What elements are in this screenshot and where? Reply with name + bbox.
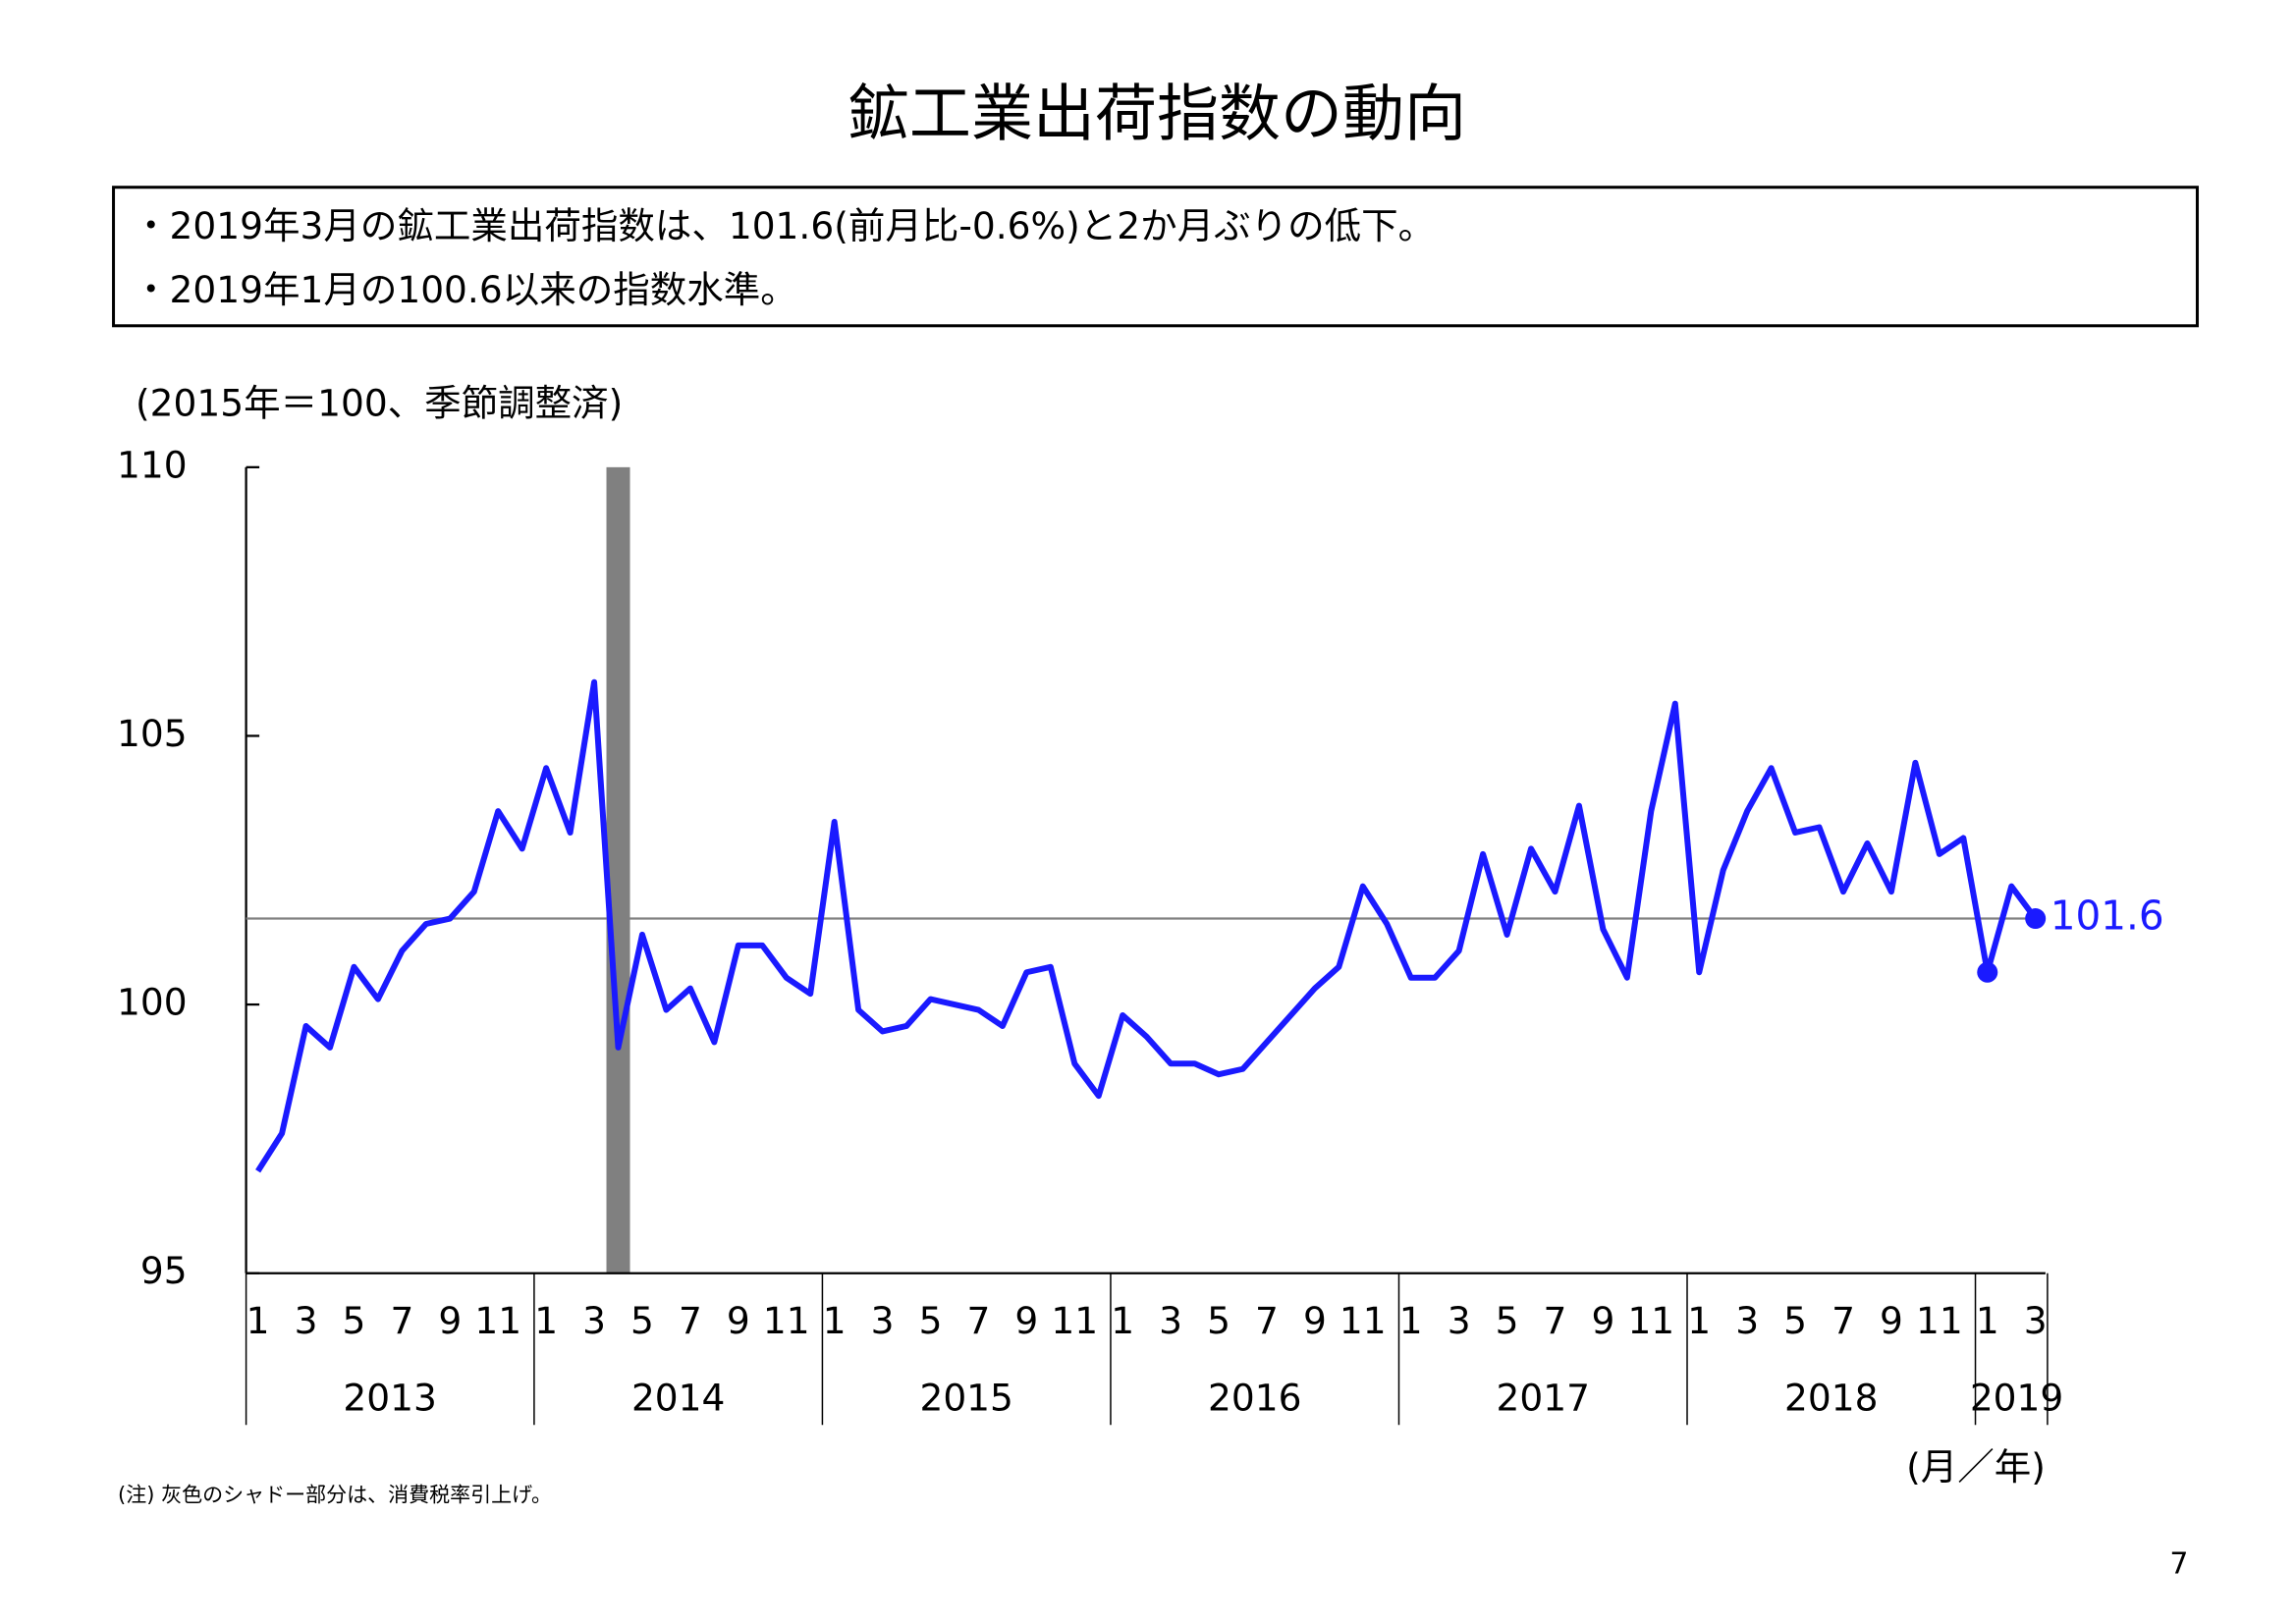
year-label: 2014: [631, 1376, 725, 1419]
x-tick-label: 7: [390, 1299, 413, 1342]
x-tick-label: 3: [1448, 1299, 1471, 1342]
x-tick-label: 1: [1687, 1299, 1711, 1342]
x-tick-label: 5: [1207, 1299, 1230, 1342]
y-tick-label: 95: [140, 1249, 188, 1292]
x-tick-label: 7: [1544, 1299, 1567, 1342]
page-number: 7: [2169, 1546, 2188, 1581]
x-tick-label: 9: [1303, 1299, 1327, 1342]
point-marker: [1977, 961, 1998, 983]
y-tick-label: 105: [117, 712, 188, 755]
data-label: 101.6: [2050, 893, 2164, 940]
x-tick-label: 9: [1880, 1299, 1903, 1342]
x-tick-label: 3: [1159, 1299, 1182, 1342]
x-tick-label: 5: [1496, 1299, 1519, 1342]
x-axis-label: (月／年): [1906, 1445, 2046, 1489]
year-label: 2015: [919, 1376, 1012, 1419]
chart-title: 鉱工業出荷指数の動向: [847, 78, 1466, 149]
x-tick-label: 5: [630, 1299, 654, 1342]
x-tick-label: 7: [679, 1299, 702, 1342]
x-tick-label: 1: [246, 1299, 270, 1342]
footnote: (注) 灰色のシャドー部分は、消費税率引上げ。: [118, 1483, 552, 1506]
x-tick-label: 9: [1014, 1299, 1038, 1342]
x-tick-label: 11: [1339, 1299, 1387, 1342]
x-tick-label: 1: [823, 1299, 847, 1342]
data-line: [255, 678, 2039, 1173]
y-tick-label: 110: [117, 443, 188, 486]
year-label: 2019: [1970, 1376, 2063, 1419]
year-label: 2013: [343, 1376, 436, 1419]
year-label: 2016: [1208, 1376, 1301, 1419]
year-label: 2018: [1784, 1376, 1878, 1419]
x-tick-label: 1: [1976, 1299, 1999, 1342]
x-tick-label: 1: [1399, 1299, 1423, 1342]
x-tick-label: 11: [1916, 1299, 1963, 1342]
x-tick-label: 5: [1783, 1299, 1807, 1342]
x-tick-label: 9: [438, 1299, 462, 1342]
x-tick-label: 9: [727, 1299, 750, 1342]
y-tick-label: 100: [117, 981, 188, 1024]
x-tick-label: 3: [2024, 1299, 2048, 1342]
x-tick-label: 9: [1591, 1299, 1614, 1342]
x-tick-label: 11: [1627, 1299, 1674, 1342]
notes-box: [112, 186, 2199, 328]
x-tick-label: 3: [1735, 1299, 1759, 1342]
x-tick-label: 3: [871, 1299, 895, 1342]
year-label: 2017: [1497, 1376, 1590, 1419]
x-tick-label: 1: [534, 1299, 558, 1342]
x-tick-label: 7: [1831, 1299, 1855, 1342]
x-tick-label: 11: [474, 1299, 521, 1342]
x-tick-label: 1: [1111, 1299, 1134, 1342]
x-tick-label: 7: [966, 1299, 990, 1342]
point-marker: [2025, 908, 2047, 930]
x-tick-label: 7: [1255, 1299, 1279, 1342]
x-tick-label: 3: [295, 1299, 318, 1342]
x-tick-label: 11: [763, 1299, 810, 1342]
shade: [606, 466, 630, 1273]
x-tick-label: 3: [582, 1299, 606, 1342]
y-axis-label: (2015年＝100、季節調整済): [136, 381, 623, 424]
note: ・2019年1月の100.6以来の指数水準。: [133, 268, 797, 311]
note: ・2019年3月の鉱工業出荷指数は、101.6(前月比-0.6%)と2か月ぶりの…: [133, 204, 1435, 247]
x-tick-label: 5: [919, 1299, 943, 1342]
x-tick-label: 11: [1051, 1299, 1098, 1342]
x-tick-label: 5: [343, 1299, 366, 1342]
